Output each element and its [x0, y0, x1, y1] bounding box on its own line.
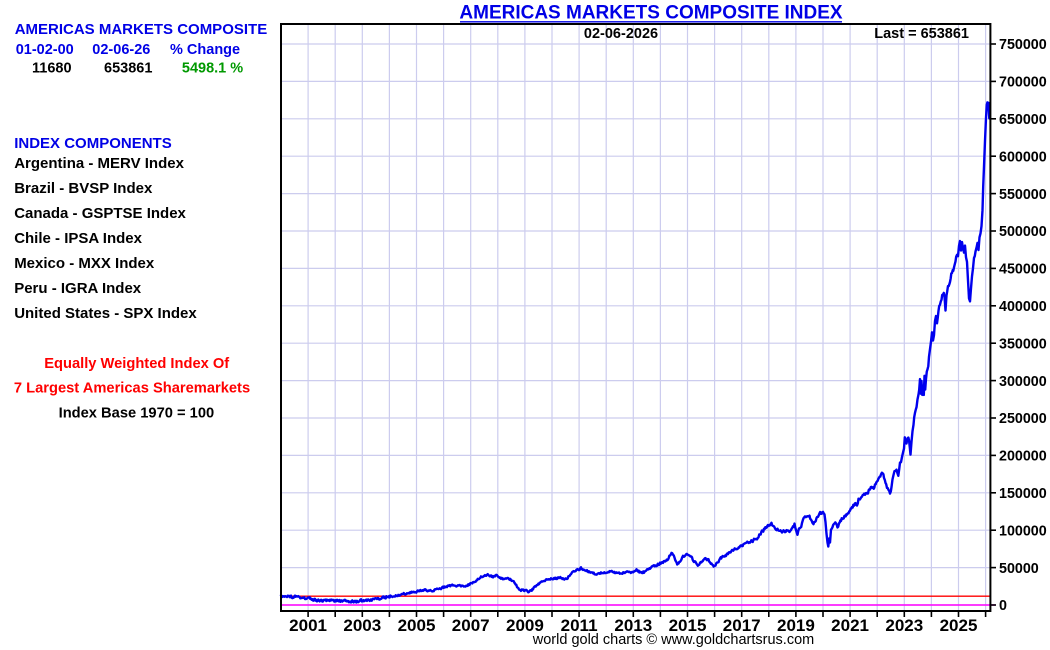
svg-text:01-02-00: 01-02-00: [16, 42, 74, 58]
svg-text:400000: 400000: [999, 299, 1047, 315]
svg-text:02-06-26: 02-06-26: [92, 42, 150, 58]
svg-text:Mexico - MXX Index: Mexico - MXX Index: [14, 255, 155, 272]
svg-text:150000: 150000: [999, 486, 1047, 502]
svg-text:2005: 2005: [398, 616, 436, 635]
svg-text:2021: 2021: [831, 616, 869, 635]
svg-text:100000: 100000: [999, 523, 1047, 539]
svg-text:AMERICAS MARKETS COMPOSITE: AMERICAS MARKETS COMPOSITE: [15, 21, 268, 38]
svg-text:11680: 11680: [32, 61, 72, 77]
svg-text:United States - SPX Index: United States - SPX Index: [14, 305, 197, 322]
svg-text:Argentina - MERV Index: Argentina - MERV Index: [14, 155, 184, 172]
svg-text:2013: 2013: [614, 616, 652, 635]
svg-text:250000: 250000: [999, 411, 1047, 427]
svg-text:2009: 2009: [506, 616, 544, 635]
svg-text:AMERICAS MARKETS COMPOSITE IND: AMERICAS MARKETS COMPOSITE INDEX: [459, 3, 843, 24]
svg-text:2023: 2023: [885, 616, 923, 635]
svg-text:550000: 550000: [999, 187, 1047, 203]
svg-text:INDEX COMPONENTS: INDEX COMPONENTS: [14, 135, 172, 152]
svg-text:750000: 750000: [999, 37, 1047, 53]
svg-text:world gold charts © www.goldch: world gold charts © www.goldchartsrus.co…: [532, 632, 814, 648]
svg-text:450000: 450000: [999, 262, 1047, 278]
svg-text:2011: 2011: [561, 616, 598, 635]
svg-text:02-06-2026: 02-06-2026: [584, 26, 658, 42]
svg-text:2001: 2001: [289, 616, 327, 635]
svg-text:650000: 650000: [999, 112, 1047, 128]
svg-text:Brazil - BVSP Index: Brazil - BVSP Index: [14, 180, 153, 197]
svg-text:50000: 50000: [999, 561, 1039, 577]
svg-text:Equally Weighted Index Of: Equally Weighted Index Of: [44, 356, 229, 372]
svg-text:600000: 600000: [999, 149, 1047, 165]
svg-text:653861: 653861: [104, 61, 152, 77]
svg-text:200000: 200000: [999, 449, 1047, 465]
svg-text:2015: 2015: [669, 616, 707, 635]
svg-text:7 Largest Americas Sharemarket: 7 Largest Americas Sharemarkets: [14, 381, 250, 397]
svg-text:0: 0: [999, 598, 1007, 614]
svg-text:2003: 2003: [343, 616, 381, 635]
svg-text:Peru - IGRA Index: Peru - IGRA Index: [14, 280, 142, 297]
svg-text:Last = 653861: Last = 653861: [874, 26, 969, 42]
svg-text:2017: 2017: [723, 616, 761, 635]
svg-text:2019: 2019: [777, 616, 815, 635]
svg-text:300000: 300000: [999, 374, 1047, 390]
svg-text:2007: 2007: [452, 616, 490, 635]
svg-text:5498.1 %: 5498.1 %: [182, 61, 243, 77]
svg-text:2025: 2025: [940, 616, 978, 635]
svg-text:Chile - IPSA Index: Chile - IPSA Index: [14, 230, 142, 247]
svg-text:500000: 500000: [999, 224, 1047, 240]
svg-text:350000: 350000: [999, 336, 1047, 352]
svg-text:Canada - GSPTSE Index: Canada - GSPTSE Index: [14, 205, 186, 222]
svg-text:700000: 700000: [999, 75, 1047, 91]
svg-text:Index Base 1970 = 100: Index Base 1970 = 100: [59, 406, 215, 422]
svg-text:% Change: % Change: [170, 42, 240, 58]
